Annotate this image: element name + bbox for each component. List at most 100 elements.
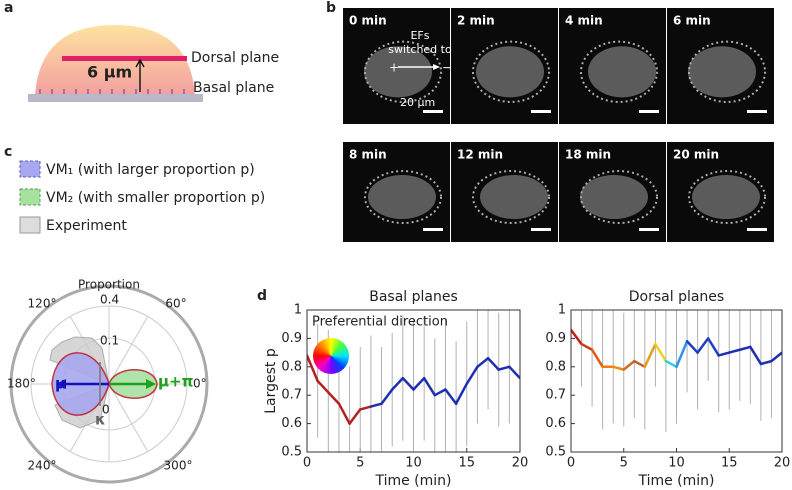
line-segment <box>497 365 511 371</box>
radial-tick: 0.1 <box>100 334 119 348</box>
polar-plot <box>9 284 209 484</box>
line-segment <box>590 348 604 369</box>
line-segment <box>633 359 647 369</box>
chart-title: Basal planes <box>369 289 458 305</box>
legend-label: VM₁ (with larger proportion p) <box>46 162 255 178</box>
scale-bar <box>423 228 443 231</box>
panel-label: a <box>4 0 13 16</box>
scale-bar <box>747 228 767 231</box>
legend-label: Experiment <box>46 218 127 234</box>
line-segment <box>738 345 752 352</box>
cell-edge <box>580 40 658 103</box>
y-tick-label: 0.7 <box>545 388 566 403</box>
cell-edge <box>688 40 766 103</box>
line-segment <box>337 402 351 425</box>
y-tick-label: 0.6 <box>545 416 566 431</box>
cell <box>364 46 432 98</box>
cell <box>580 175 648 219</box>
frame-time: 18 min <box>565 148 611 162</box>
x-tick-label: 5 <box>620 456 628 471</box>
cell-diagram <box>28 25 203 102</box>
cell-edge <box>364 170 442 224</box>
angle-label: 240° <box>28 459 57 473</box>
plot-frame <box>570 309 783 453</box>
frame-time: 2 min <box>457 14 495 28</box>
y-tick-label: 1 <box>294 303 302 318</box>
x-axis-label: Time (min) <box>637 473 714 489</box>
line-segment <box>717 351 731 357</box>
angle-label: 300° <box>164 459 193 473</box>
x-tick-label: 20 <box>774 456 791 471</box>
x-tick-label: 15 <box>458 456 475 471</box>
y-tick-label: 0.5 <box>545 445 566 460</box>
line-segment <box>465 365 479 386</box>
cell-edge <box>580 170 658 224</box>
angle-label: 60° <box>165 297 186 311</box>
y-tick-label: 0.8 <box>545 359 566 374</box>
ef-label: switched to <box>388 43 452 56</box>
line-segment <box>770 351 782 363</box>
y-tick-label: 0.6 <box>281 416 302 431</box>
cell-edge <box>472 170 550 224</box>
line-segment <box>696 337 710 354</box>
line-segment <box>444 388 458 405</box>
line-segment <box>327 391 341 405</box>
line-segment <box>508 365 520 380</box>
height-label: 6 μm <box>87 63 132 82</box>
line-segment <box>611 365 625 371</box>
ef-label: EFs <box>410 29 429 42</box>
cell <box>688 46 756 98</box>
annotation: Preferential direction <box>312 315 448 330</box>
frame-time: 4 min <box>565 14 603 28</box>
color-wheel <box>313 338 349 374</box>
frame-time: 12 min <box>457 148 503 162</box>
frame-time: 20 min <box>673 148 719 162</box>
line-segment <box>369 402 383 408</box>
cell <box>692 175 760 219</box>
y-axis-label: Largest p <box>263 348 279 414</box>
frame-time: 8 min <box>349 148 387 162</box>
x-tick-label: 15 <box>721 456 738 471</box>
line-segment <box>422 376 437 397</box>
line-segment <box>580 342 594 352</box>
line-segment <box>307 354 319 383</box>
y-tick-label: 0.5 <box>281 445 302 460</box>
angle-label: 120° <box>28 297 57 311</box>
plus-sign: + <box>389 61 399 75</box>
angle-label: 180° <box>7 377 36 391</box>
x-tick-label: 0 <box>567 456 575 471</box>
minus-sign: − <box>442 61 452 75</box>
panel-label: c <box>4 144 12 160</box>
y-tick-label: 0.8 <box>281 359 302 374</box>
image-grid: 0 min 2 min 4 min 6 min 8 min 12 min 18 min 20 … <box>343 8 774 242</box>
scale-bar-label: 20 μm <box>400 96 435 109</box>
line-segment <box>664 359 678 369</box>
ef-arrow-head <box>433 64 440 70</box>
line-segment <box>749 345 763 366</box>
line-segment <box>401 376 415 391</box>
mu-label: μ <box>55 375 66 393</box>
x-tick-label: 10 <box>405 456 422 471</box>
line-segment <box>486 357 500 371</box>
legend-swatch <box>19 188 41 206</box>
line-segment <box>412 376 426 391</box>
mu-pi-label: μ+π <box>158 373 193 391</box>
legend-label: VM₂ (with smaller proportion p) <box>46 190 265 206</box>
kappa-label: κ <box>95 411 106 429</box>
angle-label: 0° <box>193 377 207 391</box>
frame-time: 0 min <box>349 14 387 28</box>
x-tick-label: 0 <box>303 456 311 471</box>
plot-area <box>571 310 782 433</box>
line-segment <box>433 388 447 397</box>
line-segment <box>476 357 490 369</box>
scale-bar <box>639 228 659 231</box>
x-tick-label: 10 <box>668 456 685 471</box>
cell-edge <box>688 170 766 224</box>
cell-edge <box>472 40 550 103</box>
legend-swatch <box>19 160 41 178</box>
cell <box>368 175 436 219</box>
x-tick-label: 5 <box>356 456 364 471</box>
line-segment <box>759 359 773 366</box>
charts: Basal planes Time (min) Largest p 0.5 0.6 0.7… <box>263 289 790 489</box>
